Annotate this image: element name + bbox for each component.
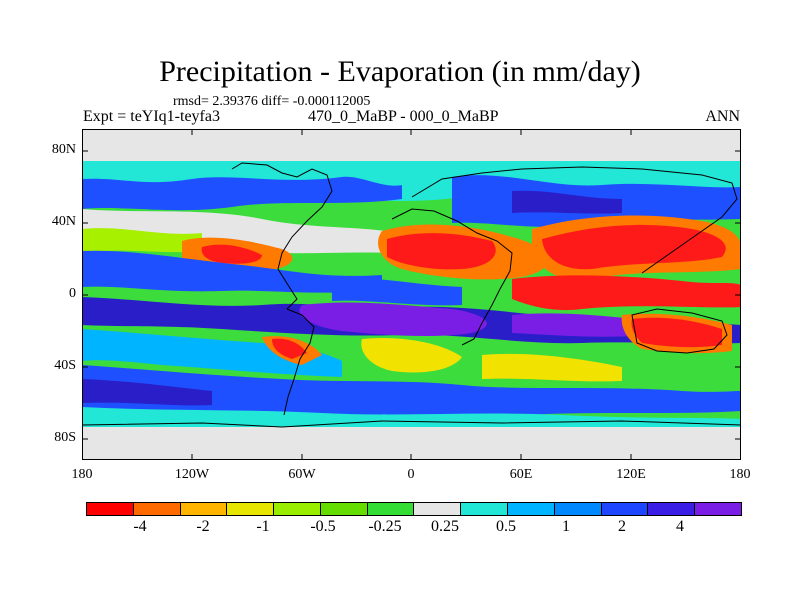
southern-ocean-darkblue — [82, 379, 212, 406]
south-america-red-core — [272, 338, 307, 359]
colorbar-swatch — [367, 503, 415, 515]
precip-evap-map — [82, 129, 741, 460]
y-tick-80s: 80S — [54, 430, 76, 445]
colorbar-label: 0.25 — [431, 518, 459, 535]
x-tick-0: 0 — [407, 467, 415, 482]
colorbar-swatch — [227, 503, 275, 515]
australia-coast — [631, 308, 728, 354]
colorbar — [86, 502, 742, 516]
saharan-dry-zone-red — [387, 233, 496, 270]
colorbar-swatch — [554, 503, 602, 515]
colorbar-label: 1 — [562, 518, 570, 535]
x-tick-180w: 180 — [71, 467, 93, 482]
colorbar-label: -0.25 — [368, 518, 402, 535]
colorbar-swatch — [508, 503, 555, 515]
eurasia-coast — [411, 166, 738, 274]
north-pacific-green — [82, 228, 202, 253]
x-tick-60e: 60E — [509, 467, 533, 482]
indian-ocean-purple — [512, 313, 652, 337]
australia-dry-zone-red — [631, 317, 722, 348]
colorbar-label: 2 — [618, 518, 626, 535]
x-tick-120e: 120E — [616, 467, 646, 482]
stats-label: rmsd= 2.39376 diff= -0.000112005 — [173, 94, 371, 109]
colorbar-swatch — [601, 503, 649, 515]
south-atlantic-purple — [299, 302, 487, 337]
colorbar-swatch — [414, 503, 462, 515]
season-label: ANN — [705, 108, 740, 125]
colorbar-swatch — [274, 503, 321, 515]
southern-ocean-blue — [82, 365, 741, 418]
south-america-coast — [283, 308, 315, 416]
y-tick-40s: 40S — [54, 358, 76, 373]
equatorial-red-east — [512, 275, 741, 311]
colorbar-swatch — [461, 503, 509, 515]
colorbar-swatch — [180, 503, 228, 515]
y-tick-80n: 80N — [51, 142, 76, 157]
antarctica-coast — [82, 420, 741, 428]
north-pacific-red-core — [201, 244, 262, 264]
y-tick-40n: 40N — [51, 214, 76, 229]
x-tick-60w: 60W — [288, 467, 316, 482]
south-indian-yellow — [482, 353, 622, 382]
contour-field — [82, 129, 741, 460]
equatorial-blue-atlantic — [332, 278, 462, 306]
colorbar-swatch — [648, 503, 696, 515]
colorbar-label: -4 — [133, 518, 147, 535]
x-tick-120w: 120W — [174, 467, 210, 482]
colorbar-swatch — [87, 503, 134, 515]
coastlines — [82, 162, 741, 428]
south-pacific-lightblue — [82, 329, 342, 377]
colorbar-label: 4 — [676, 518, 684, 535]
colorbar-swatch — [133, 503, 181, 515]
colorbar-label: -1 — [256, 518, 270, 535]
colorbar-swatch — [695, 503, 741, 515]
experiment-label: Expt = teYIq1-teyfa3 — [83, 108, 220, 125]
northern-darkblue-patch — [512, 190, 622, 214]
equatorial-blue-west — [82, 250, 382, 293]
plot-title: Precipitation - Evaporation (in mm/day) — [159, 55, 641, 88]
north-america-coast — [231, 162, 333, 310]
y-tick-0: 0 — [69, 286, 76, 301]
colorbar-swatch — [320, 503, 368, 515]
south-atlantic-dry-zone — [361, 337, 462, 373]
colorbar-label: -0.5 — [310, 518, 336, 535]
axis-ticks — [82, 129, 741, 460]
x-tick-180e: 180 — [729, 467, 751, 482]
colorbar-label: 0.5 — [496, 518, 516, 535]
comparison-label: 470_0_MaBP - 000_0_MaBP — [308, 108, 499, 125]
northern-blue-band-west — [82, 176, 402, 211]
map-panel — [82, 129, 741, 460]
asian-dry-zone-red — [542, 224, 726, 270]
africa-coast — [391, 208, 513, 346]
colorbar-label: -2 — [196, 518, 210, 535]
